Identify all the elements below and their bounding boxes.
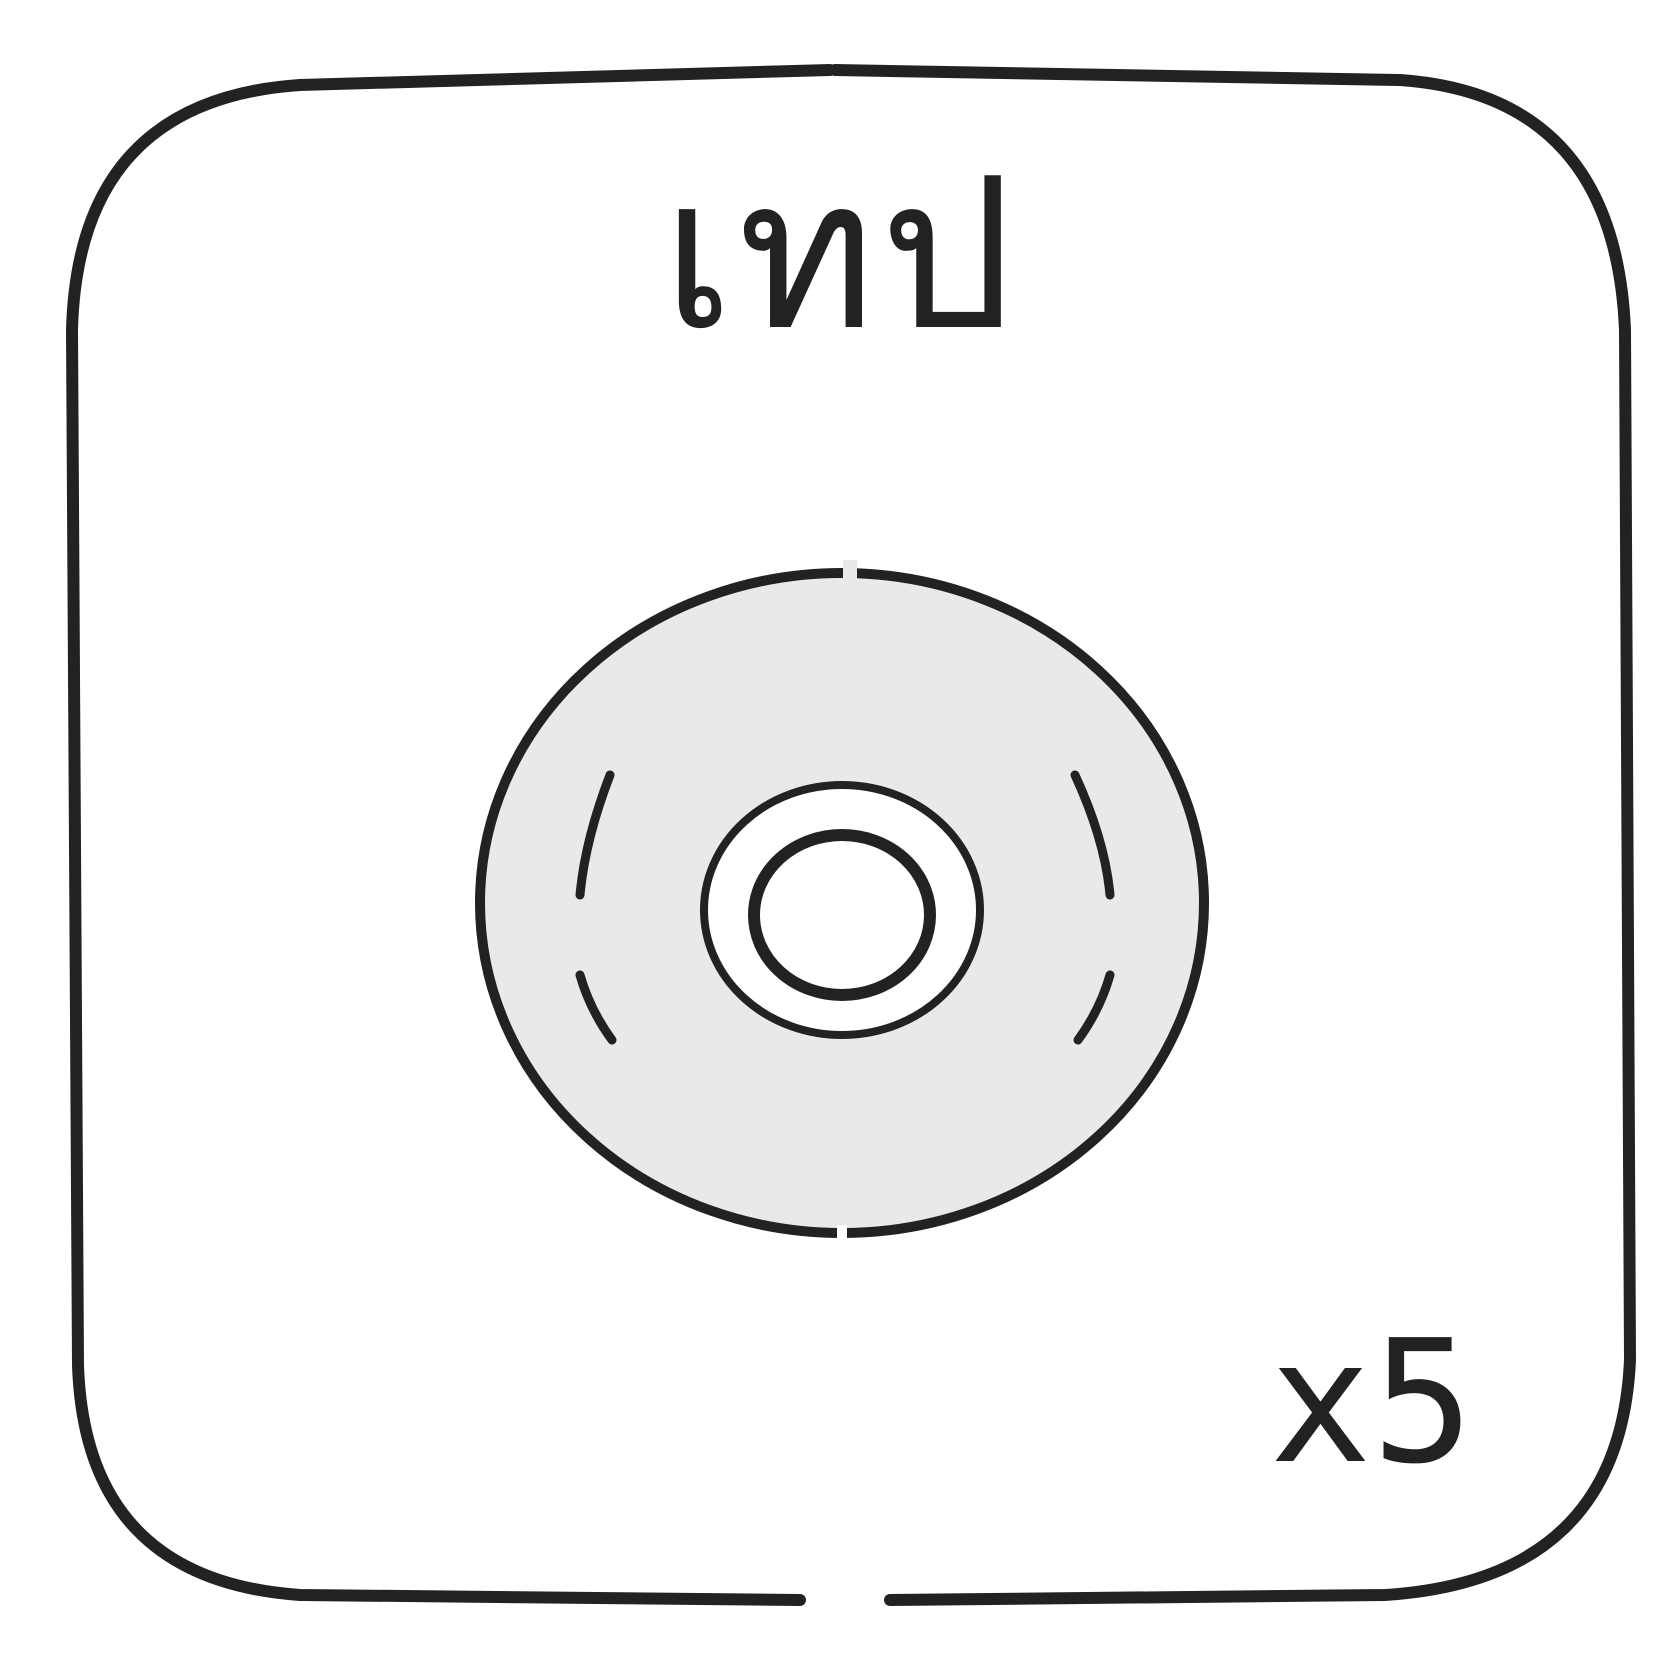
item-title: เทป (661, 132, 1018, 377)
item-count: x5 (1269, 1304, 1474, 1502)
